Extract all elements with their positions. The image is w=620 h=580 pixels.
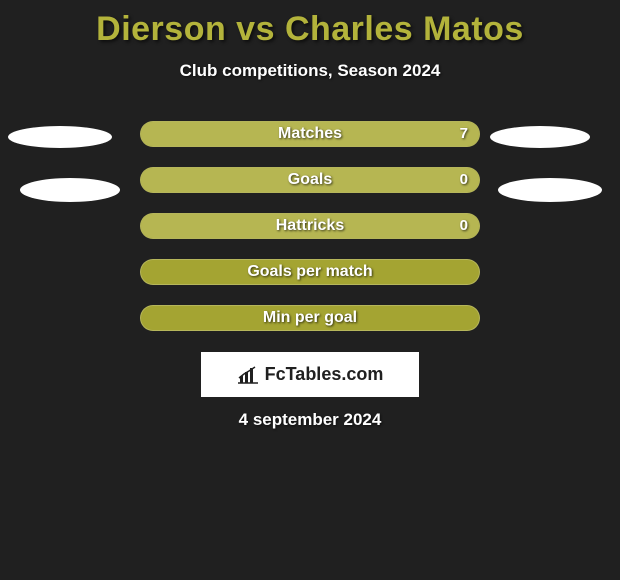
bar-track [140, 121, 480, 147]
bar-track [140, 213, 480, 239]
stat-row: Min per goal [0, 305, 620, 333]
stat-row: Goals per match [0, 259, 620, 287]
bar-fill [141, 214, 479, 238]
fctables-logo: FcTables.com [201, 352, 419, 397]
date-text: 4 september 2024 [0, 410, 620, 430]
bar-track [140, 167, 480, 193]
decorative-ellipse [490, 126, 590, 148]
bar-track [140, 305, 480, 331]
infographic-root: Dierson vs Charles Matos Club competitio… [0, 0, 620, 580]
logo-text: FcTables.com [237, 364, 384, 385]
bar-fill [141, 122, 479, 146]
page-subtitle: Club competitions, Season 2024 [0, 61, 620, 81]
stat-row: Hattricks 0 [0, 213, 620, 241]
stat-rows: Matches 7 Goals 0 Hattricks 0 Goals per … [0, 121, 620, 333]
decorative-ellipse [20, 178, 120, 202]
bar-chart-icon [237, 366, 259, 384]
page-title: Dierson vs Charles Matos [0, 0, 620, 49]
logo-label: FcTables.com [265, 364, 384, 385]
bar-fill [141, 168, 479, 192]
decorative-ellipse [8, 126, 112, 148]
bar-track [140, 259, 480, 285]
decorative-ellipse [498, 178, 602, 202]
